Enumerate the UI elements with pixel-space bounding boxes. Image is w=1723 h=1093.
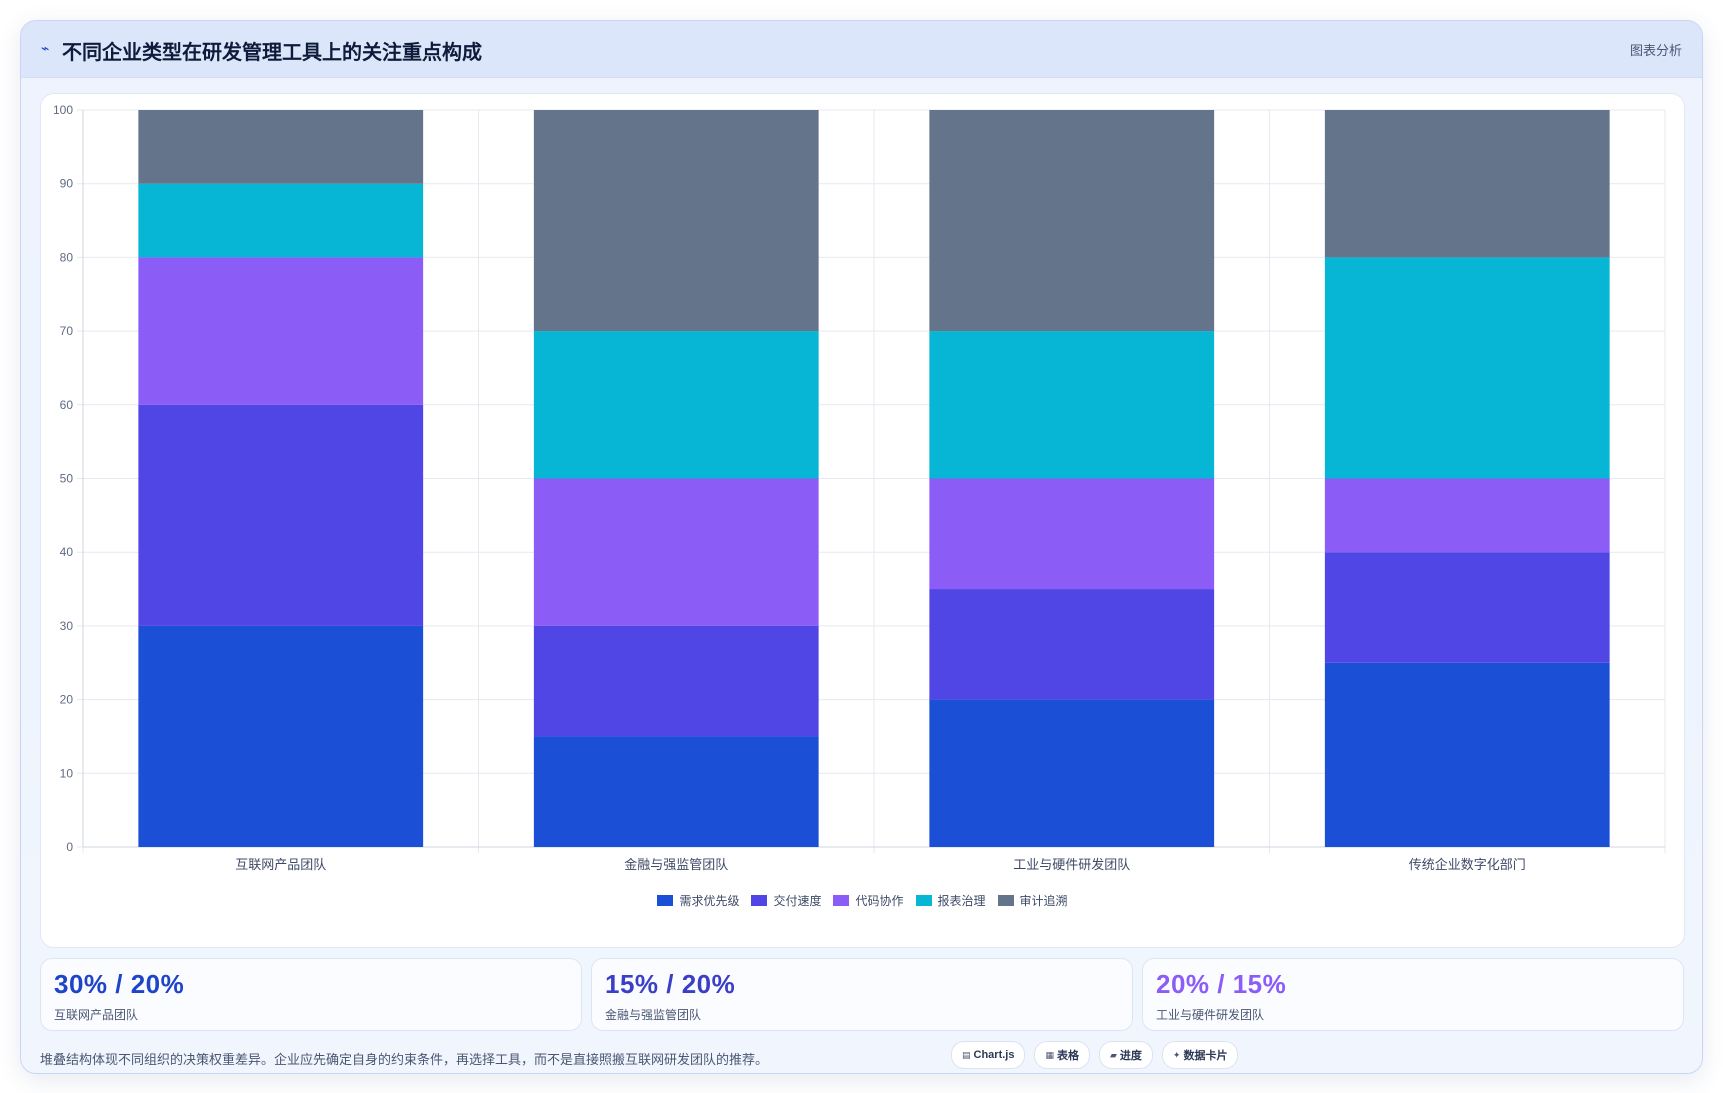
legend-label: 需求优先级	[679, 894, 740, 908]
legend-label: 审计追溯	[1019, 894, 1068, 908]
panel-header: ⌁ 不同企业类型在研发管理工具上的关注重点构成 图表分析	[21, 21, 1702, 78]
stat-card-finance: 15% / 20% 金融与强监管团队	[591, 958, 1133, 1031]
chip-label: 进度	[1119, 1050, 1142, 1062]
chart-title: 不同企业类型在研发管理工具上的关注重点构成	[62, 42, 482, 64]
x-tick-label: 金融与强监管团队	[624, 857, 728, 872]
chart-footnote: 堆叠结构体现不同组织的决策权重差异。企业应先确定自身的约束条件，再选择工具，而不…	[40, 1052, 769, 1067]
bar-segment	[929, 478, 1215, 590]
legend-item[interactable]: 代码协作	[833, 892, 904, 909]
bar-segment	[138, 625, 424, 847]
chart-legend: 需求优先级 交付速度 代码协作 报表治理 审计追溯	[41, 892, 1684, 909]
legend-label: 交付速度	[773, 894, 822, 908]
legend-swatch	[657, 895, 674, 906]
stat-value: 20% / 15%	[1156, 969, 1287, 999]
bar-segment	[1324, 662, 1610, 847]
y-tick-label: 0	[66, 840, 73, 854]
legend-item[interactable]: 审计追溯	[997, 892, 1068, 909]
y-tick-label: 30	[60, 619, 74, 633]
legend-label: 代码协作	[855, 894, 904, 908]
bar-segment	[533, 110, 819, 332]
legend-swatch	[997, 895, 1014, 906]
chart-card: 0 10 20 30 40 50 60 70 80 90 100 互联网产品团队 金融与强监管团队 工业与…	[40, 93, 1685, 948]
chart-icon: ▤	[962, 1049, 971, 1060]
stat-value: 30% / 20%	[54, 969, 185, 999]
y-tick-label: 10	[60, 766, 74, 780]
stat-label: 工业与硬件研发团队	[1156, 1008, 1265, 1022]
bar-segment	[138, 257, 424, 405]
trend-icon: ⌁	[41, 40, 50, 56]
x-tick-label: 工业与硬件研发团队	[1013, 857, 1130, 872]
y-tick-label: 70	[60, 324, 74, 338]
stat-label: 金融与强监管团队	[605, 1008, 702, 1022]
bar-segment	[533, 625, 819, 737]
legend-item[interactable]: 报表治理	[915, 892, 986, 909]
legend-item[interactable]: 交付速度	[751, 892, 821, 909]
chip-table[interactable]: ▦ 表格	[1034, 1041, 1090, 1069]
bar-segment	[929, 110, 1215, 332]
y-tick-label: 60	[60, 398, 74, 412]
legend-label: 报表治理	[937, 894, 986, 908]
progress-icon: ▰	[1110, 1049, 1117, 1060]
stat-card-industrial: 20% / 15% 工业与硬件研发团队	[1142, 958, 1684, 1031]
chip-label: 表格	[1057, 1050, 1079, 1062]
stat-card-internet: 30% / 20% 互联网产品团队	[40, 958, 582, 1031]
bar-segment	[929, 699, 1215, 847]
y-tick-label: 100	[53, 103, 73, 117]
bar-segment	[138, 183, 424, 258]
chart-analysis-button[interactable]: 图表分析	[1629, 43, 1682, 58]
bar-segment	[929, 589, 1215, 700]
x-tick-label: 互联网产品团队	[235, 857, 326, 872]
chip-data-cards[interactable]: ✦ 数据卡片	[1161, 1041, 1239, 1069]
chip-label: Chart.js	[973, 1049, 1015, 1061]
stat-value: 15% / 20%	[605, 969, 736, 999]
y-tick-label: 90	[60, 177, 74, 191]
y-tick-label: 50	[60, 472, 74, 486]
legend-swatch	[915, 895, 932, 906]
chip-label: 数据卡片	[1183, 1050, 1228, 1062]
x-tick-label: 传统企业数字化部门	[1409, 857, 1526, 872]
chip-row: ▤ Chart.js ▦ 表格 ▰ 进度 ✦ 数据卡片	[951, 1041, 1239, 1069]
sparkle-icon: ✦	[1172, 1049, 1181, 1060]
bar-segment	[138, 404, 424, 626]
legend-swatch	[751, 895, 768, 906]
bar-segment	[138, 110, 424, 184]
bar-segment	[1324, 257, 1610, 479]
legend-swatch	[833, 895, 850, 906]
stat-label: 互联网产品团队	[54, 1008, 139, 1022]
stacked-bar-chart: 0 10 20 30 40 50 60 70 80 90 100 互联网产品团队 金融与强监管团队 工业与…	[53, 103, 1666, 872]
chip-progress[interactable]: ▰ 进度	[1099, 1041, 1153, 1069]
bar-segment	[1324, 110, 1610, 258]
y-tick-label: 40	[60, 545, 74, 559]
bar-segment	[1324, 478, 1610, 553]
legend-item[interactable]: 需求优先级	[657, 892, 739, 909]
bar-segment	[533, 478, 819, 626]
dashboard-frame: ⌁ 不同企业类型在研发管理工具上的关注重点构成 图表分析 0 10 20 30 40 50…	[20, 20, 1703, 1074]
bar-segment	[929, 331, 1215, 479]
bar-segment	[533, 331, 819, 479]
bar-segment	[1324, 552, 1610, 663]
chip-chartjs[interactable]: ▤ Chart.js	[951, 1041, 1026, 1069]
y-tick-label: 20	[60, 693, 74, 707]
table-icon: ▦	[1045, 1049, 1054, 1060]
bar-segment	[533, 736, 819, 847]
y-tick-label: 80	[60, 250, 74, 264]
